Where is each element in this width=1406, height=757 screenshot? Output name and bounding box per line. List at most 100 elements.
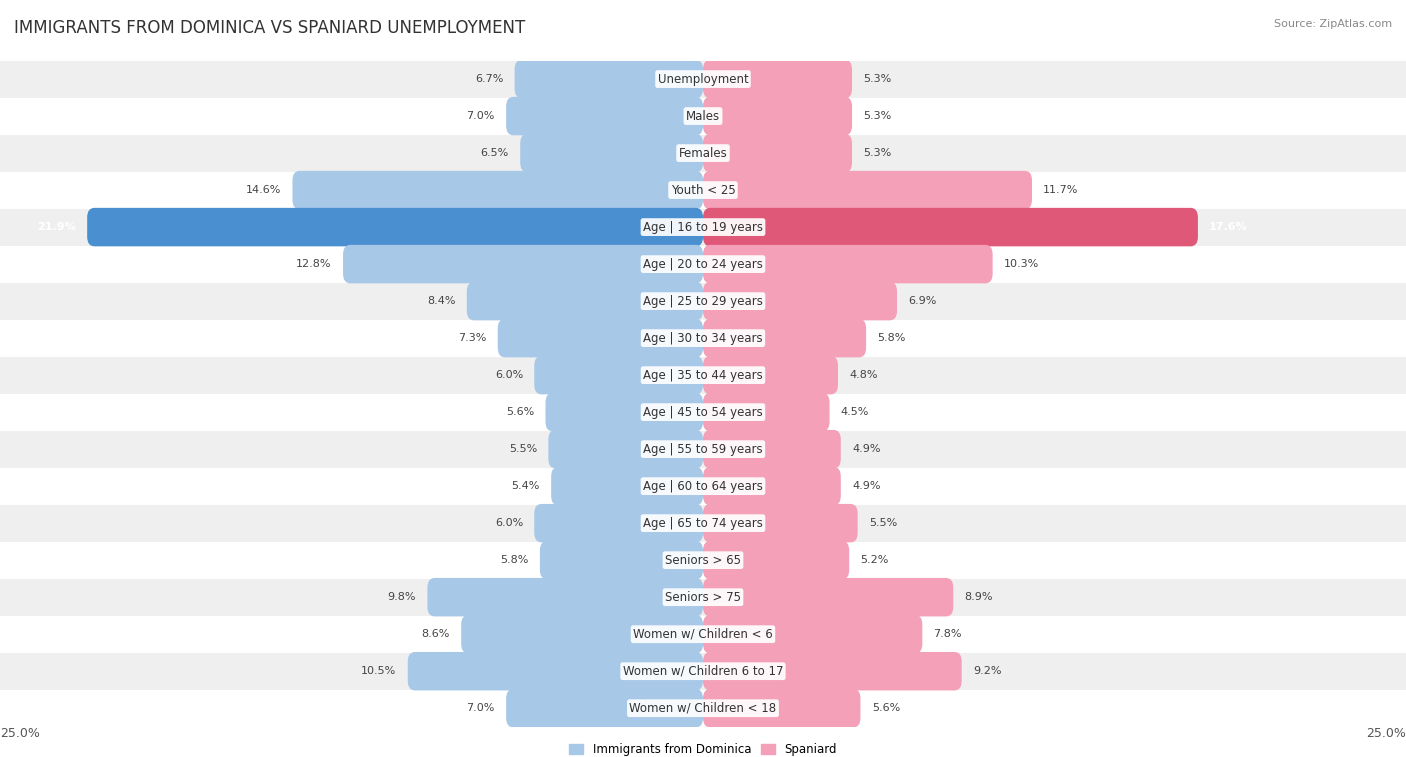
Text: 4.9%: 4.9%	[852, 444, 880, 454]
Legend: Immigrants from Dominica, Spaniard: Immigrants from Dominica, Spaniard	[564, 738, 842, 757]
Text: 8.6%: 8.6%	[422, 629, 450, 639]
Text: 10.3%: 10.3%	[1004, 259, 1039, 269]
Bar	[0, 319, 1406, 357]
FancyBboxPatch shape	[703, 282, 897, 320]
FancyBboxPatch shape	[703, 134, 852, 173]
Text: Age | 65 to 74 years: Age | 65 to 74 years	[643, 517, 763, 530]
FancyBboxPatch shape	[703, 430, 841, 469]
FancyBboxPatch shape	[703, 504, 858, 543]
FancyBboxPatch shape	[408, 652, 703, 690]
Bar	[0, 431, 1406, 468]
Text: 7.0%: 7.0%	[467, 111, 495, 121]
FancyBboxPatch shape	[703, 689, 860, 727]
FancyBboxPatch shape	[534, 356, 703, 394]
FancyBboxPatch shape	[703, 541, 849, 579]
FancyBboxPatch shape	[467, 282, 703, 320]
FancyBboxPatch shape	[703, 319, 866, 357]
FancyBboxPatch shape	[703, 467, 841, 506]
FancyBboxPatch shape	[343, 245, 703, 283]
FancyBboxPatch shape	[515, 60, 703, 98]
Text: 4.9%: 4.9%	[852, 481, 880, 491]
Text: 7.3%: 7.3%	[458, 333, 486, 343]
Text: Women w/ Children < 6: Women w/ Children < 6	[633, 628, 773, 640]
Bar	[0, 505, 1406, 542]
Text: 5.5%: 5.5%	[869, 519, 897, 528]
Text: 5.6%: 5.6%	[506, 407, 534, 417]
Text: 4.8%: 4.8%	[849, 370, 877, 380]
Text: 5.6%: 5.6%	[872, 703, 900, 713]
Text: Age | 25 to 29 years: Age | 25 to 29 years	[643, 294, 763, 307]
Text: Age | 16 to 19 years: Age | 16 to 19 years	[643, 220, 763, 234]
Text: 25.0%: 25.0%	[0, 727, 39, 740]
Bar	[0, 394, 1406, 431]
Bar	[0, 135, 1406, 172]
FancyBboxPatch shape	[534, 504, 703, 543]
Text: 6.0%: 6.0%	[495, 519, 523, 528]
Bar	[0, 357, 1406, 394]
FancyBboxPatch shape	[87, 208, 703, 246]
Text: 5.2%: 5.2%	[860, 555, 889, 565]
Text: Females: Females	[679, 147, 727, 160]
Bar	[0, 245, 1406, 282]
Text: 6.0%: 6.0%	[495, 370, 523, 380]
Text: 7.0%: 7.0%	[467, 703, 495, 713]
Text: 9.2%: 9.2%	[973, 666, 1001, 676]
FancyBboxPatch shape	[546, 393, 703, 431]
Text: Age | 45 to 54 years: Age | 45 to 54 years	[643, 406, 763, 419]
Text: 9.8%: 9.8%	[388, 592, 416, 602]
Bar	[0, 468, 1406, 505]
FancyBboxPatch shape	[703, 97, 852, 136]
Text: 12.8%: 12.8%	[297, 259, 332, 269]
Text: 8.4%: 8.4%	[427, 296, 456, 306]
Bar	[0, 209, 1406, 245]
Text: Women w/ Children 6 to 17: Women w/ Children 6 to 17	[623, 665, 783, 678]
Text: Women w/ Children < 18: Women w/ Children < 18	[630, 702, 776, 715]
FancyBboxPatch shape	[703, 578, 953, 616]
Text: Age | 55 to 59 years: Age | 55 to 59 years	[643, 443, 763, 456]
Text: Unemployment: Unemployment	[658, 73, 748, 86]
Text: 11.7%: 11.7%	[1043, 185, 1078, 195]
Bar	[0, 578, 1406, 615]
Bar	[0, 653, 1406, 690]
Text: IMMIGRANTS FROM DOMINICA VS SPANIARD UNEMPLOYMENT: IMMIGRANTS FROM DOMINICA VS SPANIARD UNE…	[14, 19, 526, 37]
Text: 5.3%: 5.3%	[863, 111, 891, 121]
FancyBboxPatch shape	[703, 356, 838, 394]
FancyBboxPatch shape	[427, 578, 703, 616]
Text: 5.4%: 5.4%	[512, 481, 540, 491]
Text: 14.6%: 14.6%	[246, 185, 281, 195]
Text: 6.5%: 6.5%	[481, 148, 509, 158]
Text: Age | 20 to 24 years: Age | 20 to 24 years	[643, 257, 763, 270]
Text: 21.9%: 21.9%	[37, 222, 76, 232]
FancyBboxPatch shape	[461, 615, 703, 653]
FancyBboxPatch shape	[506, 689, 703, 727]
Text: 17.6%: 17.6%	[1209, 222, 1249, 232]
Bar	[0, 542, 1406, 578]
Text: 10.5%: 10.5%	[361, 666, 396, 676]
FancyBboxPatch shape	[520, 134, 703, 173]
Text: 6.7%: 6.7%	[475, 74, 503, 84]
Text: 7.8%: 7.8%	[934, 629, 962, 639]
Bar	[0, 98, 1406, 135]
Bar	[0, 61, 1406, 98]
FancyBboxPatch shape	[703, 615, 922, 653]
Text: Youth < 25: Youth < 25	[671, 184, 735, 197]
FancyBboxPatch shape	[703, 208, 1198, 246]
FancyBboxPatch shape	[548, 430, 703, 469]
Text: 5.5%: 5.5%	[509, 444, 537, 454]
FancyBboxPatch shape	[551, 467, 703, 506]
Text: Seniors > 65: Seniors > 65	[665, 553, 741, 567]
Text: 8.9%: 8.9%	[965, 592, 993, 602]
FancyBboxPatch shape	[498, 319, 703, 357]
Text: 5.8%: 5.8%	[877, 333, 905, 343]
Text: 5.8%: 5.8%	[501, 555, 529, 565]
Bar	[0, 282, 1406, 319]
Text: Seniors > 75: Seniors > 75	[665, 590, 741, 603]
FancyBboxPatch shape	[506, 97, 703, 136]
FancyBboxPatch shape	[292, 171, 703, 210]
FancyBboxPatch shape	[703, 652, 962, 690]
Text: Source: ZipAtlas.com: Source: ZipAtlas.com	[1274, 19, 1392, 29]
Text: Males: Males	[686, 110, 720, 123]
Text: 4.5%: 4.5%	[841, 407, 869, 417]
FancyBboxPatch shape	[540, 541, 703, 579]
Text: 6.9%: 6.9%	[908, 296, 936, 306]
